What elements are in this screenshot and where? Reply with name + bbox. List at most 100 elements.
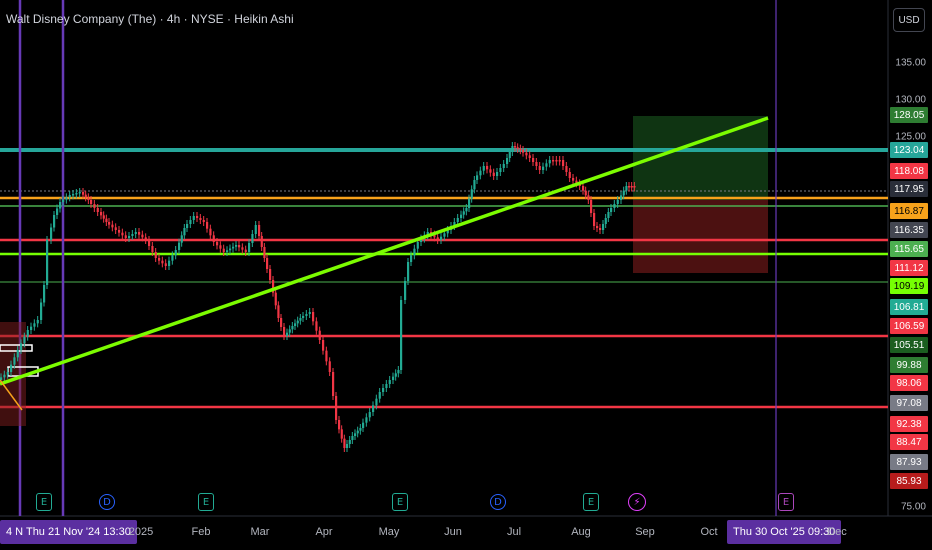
- candle: [251, 234, 254, 243]
- candle: [446, 230, 449, 234]
- candle: [87, 197, 90, 200]
- candle: [192, 216, 195, 220]
- crosshair-time-badge-right: Thu 30 Oct '25 09:30: [727, 520, 842, 544]
- time-label: May: [378, 526, 400, 538]
- time-label: Feb: [191, 526, 211, 538]
- candle: [266, 258, 269, 269]
- currency-button[interactable]: USD: [893, 8, 925, 32]
- candle: [111, 224, 114, 228]
- candle: [291, 326, 294, 330]
- candle: [36, 320, 39, 324]
- earnings-future-event-icon[interactable]: E: [778, 493, 794, 511]
- candle: [378, 392, 381, 399]
- price-tick: 125.00: [895, 131, 926, 143]
- candle: [202, 220, 205, 222]
- candle: [416, 242, 419, 249]
- price-level-badge: 97.08: [890, 395, 928, 411]
- candle: [584, 190, 587, 196]
- trendline: [0, 116, 769, 386]
- price-level-badge: 98.06: [890, 375, 928, 391]
- candle: [138, 232, 141, 235]
- candle: [280, 318, 283, 327]
- candle: [13, 357, 16, 365]
- candle: [542, 166, 545, 170]
- earnings-event-icon[interactable]: E: [392, 493, 408, 511]
- candle: [229, 248, 232, 251]
- candle: [50, 227, 53, 240]
- candle: [351, 436, 354, 440]
- candle: [555, 160, 558, 162]
- candle: [335, 396, 338, 420]
- price-level-badge: 109.19: [890, 278, 928, 294]
- time-axis[interactable]: 4 N Thu 21 Nov '24 13:30 2025 Feb Mar Ap…: [0, 516, 888, 550]
- candle: [545, 163, 548, 167]
- candle: [548, 160, 551, 164]
- candle: [269, 269, 272, 280]
- price-tick: 135.00: [895, 57, 926, 69]
- chart-title: Walt Disney Company (The) · 4h · NYSE · …: [6, 12, 294, 26]
- candle: [338, 420, 341, 430]
- candle: [407, 262, 410, 281]
- split-event-icon[interactable]: ⚡: [628, 493, 646, 511]
- price-level-badge: 115.65: [890, 241, 928, 257]
- price-level-badge: 105.51: [890, 337, 928, 353]
- candle: [532, 158, 535, 162]
- candle: [328, 361, 331, 372]
- candle: [168, 260, 171, 266]
- earnings-event-icon[interactable]: E: [583, 493, 599, 511]
- price-level-badge: 111.12: [890, 260, 928, 276]
- candle: [479, 170, 482, 176]
- price-level-badge: 92.38: [890, 416, 928, 432]
- candle: [348, 440, 351, 444]
- candle: [151, 246, 154, 252]
- dividend-event-icon[interactable]: D: [490, 494, 506, 510]
- candle: [277, 305, 280, 318]
- price-level-badge: 117.95: [890, 181, 928, 197]
- candle: [587, 195, 590, 200]
- candle: [141, 234, 144, 238]
- candle: [460, 214, 463, 218]
- candle: [502, 164, 505, 168]
- price-axis[interactable]: 135.00 130.00 125.00 75.00: [888, 0, 932, 516]
- earnings-event-icon[interactable]: E: [36, 493, 52, 511]
- candle: [68, 195, 71, 198]
- candle: [82, 192, 85, 195]
- candle: [171, 255, 174, 261]
- price-level-badge: 106.59: [890, 318, 928, 334]
- candle: [492, 172, 495, 176]
- candle: [93, 204, 96, 208]
- candle: [40, 302, 43, 320]
- candle: [514, 146, 517, 148]
- candle: [410, 255, 413, 262]
- candle: [462, 211, 465, 215]
- candle: [199, 218, 202, 220]
- candle: [590, 200, 593, 213]
- candle: [222, 248, 225, 252]
- candle: [20, 343, 23, 350]
- candle: [593, 213, 596, 226]
- price-level-badge: 87.93: [890, 454, 928, 470]
- candle: [283, 327, 286, 336]
- small-orange-line: [0, 379, 23, 411]
- candle: [299, 318, 302, 321]
- candle: [26, 330, 29, 337]
- candle: [628, 186, 631, 188]
- candle: [388, 380, 391, 384]
- candle: [174, 250, 177, 256]
- candle: [180, 235, 183, 243]
- candle: [219, 245, 222, 249]
- candle: [400, 300, 403, 370]
- candle: [16, 350, 19, 358]
- candle: [622, 190, 625, 196]
- crosshair-time-badge-left: 4 N Thu 21 Nov '24 13:30: [0, 520, 137, 544]
- dividend-event-icon[interactable]: D: [99, 494, 115, 510]
- candle: [625, 186, 628, 191]
- candle: [354, 433, 357, 436]
- candle: [613, 204, 616, 208]
- price-level-badge: 118.08: [890, 163, 928, 179]
- candle: [232, 246, 235, 249]
- candle: [382, 388, 385, 392]
- earnings-event-icon[interactable]: E: [198, 493, 214, 511]
- candle: [134, 232, 137, 234]
